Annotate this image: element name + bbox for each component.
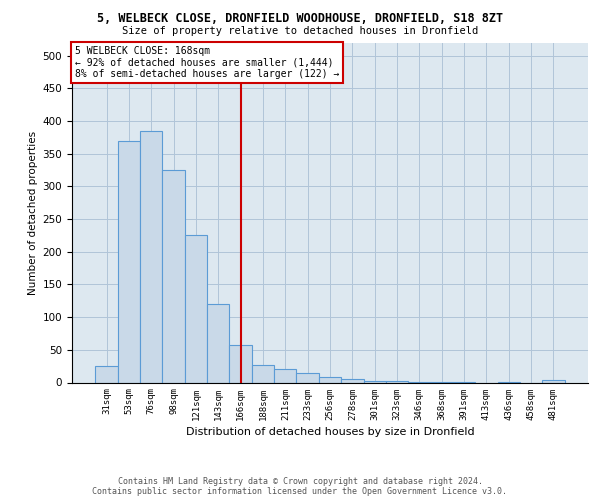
Bar: [252, 365, 274, 382]
Text: 5, WELBECK CLOSE, DRONFIELD WOODHOUSE, DRONFIELD, S18 8ZT: 5, WELBECK CLOSE, DRONFIELD WOODHOUSE, D…: [97, 12, 503, 24]
Bar: [341, 379, 364, 382]
Bar: [274, 370, 296, 382]
X-axis label: Distribution of detached houses by size in Dronfield: Distribution of detached houses by size …: [185, 426, 475, 436]
Bar: [163, 170, 185, 382]
Bar: [140, 131, 163, 382]
Y-axis label: Number of detached properties: Number of detached properties: [28, 130, 38, 294]
Bar: [118, 140, 140, 382]
Bar: [207, 304, 229, 382]
Text: 5 WELBECK CLOSE: 168sqm
← 92% of detached houses are smaller (1,444)
8% of semi-: 5 WELBECK CLOSE: 168sqm ← 92% of detache…: [74, 46, 339, 79]
Bar: [364, 380, 386, 382]
Bar: [95, 366, 118, 382]
Bar: [542, 380, 565, 382]
Bar: [319, 378, 341, 382]
Bar: [386, 381, 408, 382]
Bar: [185, 236, 207, 382]
Bar: [296, 372, 319, 382]
Text: Contains HM Land Registry data © Crown copyright and database right 2024.
Contai: Contains HM Land Registry data © Crown c…: [92, 476, 508, 496]
Bar: [229, 344, 252, 383]
Text: Size of property relative to detached houses in Dronfield: Size of property relative to detached ho…: [122, 26, 478, 36]
